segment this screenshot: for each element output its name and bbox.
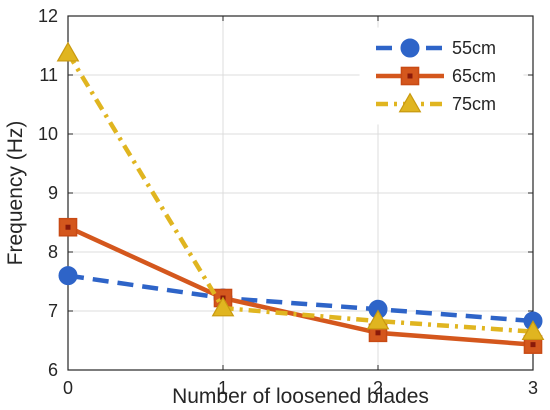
data-point-75cm (521, 320, 545, 341)
legend-entry-55cm: 55cm (376, 38, 496, 58)
data-point-75cm (56, 41, 80, 62)
data-point-75cm (366, 309, 390, 330)
legend-entry-65cm: 65cm (376, 66, 496, 86)
data-point-75cm (211, 296, 235, 317)
y-tick-label: 9 (48, 183, 58, 203)
data-point-65cm-center (530, 342, 536, 348)
legend-marker-55cm (400, 38, 420, 58)
legend-marker-75cm (398, 92, 422, 113)
y-tick-label: 11 (39, 65, 58, 85)
legend-entry-75cm: 75cm (376, 92, 496, 114)
x-tick-label: 2 (373, 378, 383, 398)
x-tick-label: 0 (63, 378, 73, 398)
series-line-65cm (67, 225, 534, 347)
series-layer (56, 41, 545, 354)
legend: 55cm 65cm 75cm (359, 27, 524, 125)
legend-marker-65cm-center (407, 73, 413, 79)
legend-label-55cm: 55cm (452, 38, 496, 58)
series-75cm (56, 41, 545, 341)
y-axis-label: Frequency (Hz) (4, 121, 27, 266)
x-tick-label: 1 (218, 378, 228, 398)
data-point-65cm-center (375, 330, 381, 336)
axes (67, 15, 534, 371)
data-point-55cm (58, 266, 78, 286)
y-tick-label: 10 (38, 124, 58, 144)
series-line-75cm (66, 52, 534, 334)
y-tick-label: 12 (38, 6, 58, 26)
x-axis-label: Number of loosened blades (172, 385, 429, 408)
axes-frame (67, 15, 534, 371)
y-tick-label: 8 (48, 242, 58, 262)
series-line-55cm (67, 273, 534, 324)
x-tick-label: 3 (528, 378, 538, 398)
y-tick-label: 7 (48, 301, 58, 321)
y-tick-label: 6 (48, 360, 58, 380)
data-point-65cm-center (65, 224, 71, 230)
legend-label-75cm: 75cm (452, 94, 496, 114)
legend-label-65cm: 65cm (452, 66, 496, 86)
